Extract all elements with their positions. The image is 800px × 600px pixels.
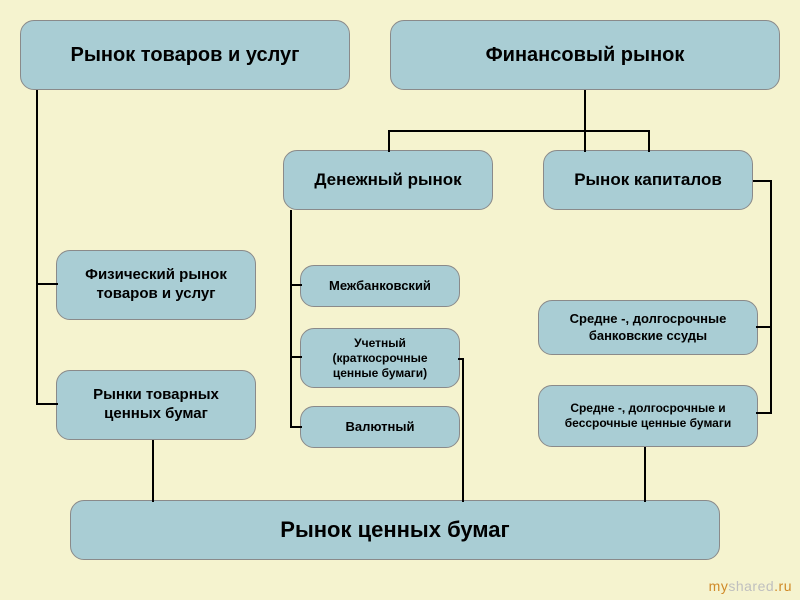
connector bbox=[462, 358, 464, 502]
node-currency: Валютный bbox=[300, 406, 460, 448]
node-label: Средне -, долгосрочные и бессрочные ценн… bbox=[547, 401, 749, 431]
node-financial-market: Финансовый рынок bbox=[390, 20, 780, 90]
connector bbox=[753, 180, 772, 182]
node-securities-market: Рынок ценных бумаг bbox=[70, 500, 720, 560]
watermark: myshared.ru bbox=[709, 578, 792, 594]
node-goods-services: Рынок товаров и услуг bbox=[20, 20, 350, 90]
watermark-my: my bbox=[709, 578, 729, 594]
connector bbox=[756, 412, 772, 414]
node-label: Валютный bbox=[346, 419, 415, 435]
connector bbox=[388, 130, 648, 132]
node-label: Рынок капиталов bbox=[574, 169, 722, 190]
connector bbox=[290, 284, 302, 286]
connector bbox=[770, 180, 772, 412]
node-label: Денежный рынок bbox=[314, 169, 461, 190]
node-label: Средне -, долгосрочные банковские ссуды bbox=[547, 311, 749, 344]
node-medium-long-loans: Средне -, долгосрочные банковские ссуды bbox=[538, 300, 758, 355]
connector bbox=[584, 90, 586, 152]
node-label: Рынок ценных бумаг bbox=[280, 516, 509, 544]
connector bbox=[458, 358, 464, 360]
node-interbank: Межбанковский bbox=[300, 265, 460, 307]
connector bbox=[756, 326, 772, 328]
node-capital-market: Рынок капиталов bbox=[543, 150, 753, 210]
connector bbox=[36, 90, 38, 405]
watermark-shared: shared bbox=[728, 578, 774, 594]
node-money-market: Денежный рынок bbox=[283, 150, 493, 210]
node-label: Рынок товаров и услуг bbox=[71, 43, 300, 68]
node-label: Рынки товарных ценных бумаг bbox=[65, 386, 247, 424]
node-label: Физический рынок товаров и услуг bbox=[65, 266, 247, 304]
connector bbox=[36, 283, 58, 285]
connector bbox=[152, 440, 154, 502]
connector bbox=[36, 403, 58, 405]
node-medium-long-securities: Средне -, долгосрочные и бессрочные ценн… bbox=[538, 385, 758, 447]
node-label: Финансовый рынок bbox=[486, 43, 685, 68]
node-label: Учетный (краткосрочные ценные бумаги) bbox=[309, 336, 451, 381]
node-physical-market: Физический рынок товаров и услуг bbox=[56, 250, 256, 320]
connector bbox=[648, 130, 650, 152]
node-accounting: Учетный (краткосрочные ценные бумаги) bbox=[300, 328, 460, 388]
node-commodity-securities: Рынки товарных ценных бумаг bbox=[56, 370, 256, 440]
diagram-canvas: Рынок товаров и услуг Финансовый рынок Д… bbox=[0, 0, 800, 600]
watermark-ru: .ru bbox=[774, 578, 792, 594]
node-label: Межбанковский bbox=[329, 278, 431, 294]
connector bbox=[290, 356, 302, 358]
connector bbox=[644, 447, 646, 502]
connector bbox=[388, 130, 390, 152]
connector bbox=[290, 210, 292, 428]
connector bbox=[290, 426, 302, 428]
